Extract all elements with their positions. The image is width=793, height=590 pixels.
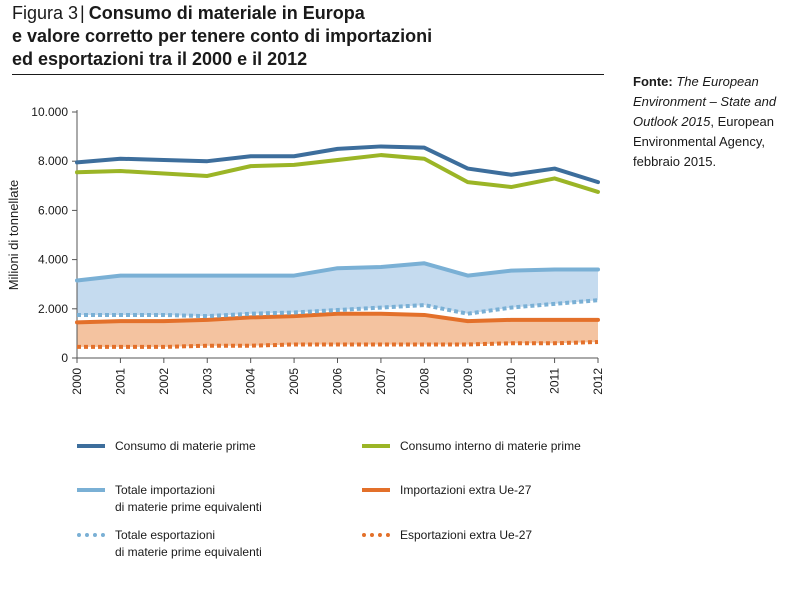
y-axis-label: Milioni di tonnellate [6, 180, 21, 291]
y-tick-label: 8.000 [38, 154, 68, 168]
legend-label: Consumo di materie prime [115, 438, 256, 455]
series-line-consumo-mp [75, 144, 600, 185]
x-tick-label: 2008 [417, 368, 431, 395]
legend-label-line: Totale importazioni [115, 483, 216, 497]
title-line-2: e valore corretto per tenere conto di im… [12, 26, 433, 46]
source-label: Fonte: [633, 74, 673, 89]
x-tick-label: 2001 [113, 368, 127, 395]
source-note: Fonte: The European Environment – State … [633, 72, 793, 172]
x-tick-label: 2000 [70, 368, 84, 395]
legend-label-line: di materie prime equivalenti [115, 500, 262, 514]
y-tick-label: 2.000 [38, 302, 68, 316]
legend-label-line: Totale esportazioni [115, 528, 216, 542]
title-rule [12, 74, 604, 75]
x-tick-label: 2012 [591, 368, 605, 395]
legend-label-line: Consumo di materie prime [115, 439, 256, 453]
legend-swatch [362, 444, 390, 448]
x-tick-label: 2010 [504, 368, 518, 395]
y-tick-label: 6.000 [38, 203, 68, 217]
line-chart: 0 2.000 4.000 6.000 8.000 10.000 2000 2001 2002 2… [6, 105, 605, 395]
legend-label-line: Consumo interno di materie prime [400, 439, 581, 453]
y-tick-label: 4.000 [38, 253, 68, 267]
legend-label-line: Esportazioni extra Ue-27 [400, 528, 533, 542]
x-tick-label: 2005 [287, 368, 301, 395]
x-tick-label: 2009 [461, 368, 475, 395]
x-tick-label: 2011 [548, 368, 562, 394]
legend-label-line: Importazioni extra Ue-27 [400, 483, 532, 497]
figure-label: Figura 3 [12, 3, 79, 23]
title-text-1: Consumo di materiale in Europa [88, 3, 365, 23]
x-tick-label: 2004 [244, 368, 258, 395]
legend-swatch [362, 488, 390, 492]
legend-swatch [77, 533, 105, 537]
legend-label: Esportazioni extra Ue-27 [400, 527, 532, 544]
title-line-3: ed esportazioni tra il 2000 e il 2012 [12, 49, 308, 69]
title-separator: | [80, 3, 85, 23]
x-tick-label: 2007 [374, 368, 388, 395]
y-tick-label: 10.000 [31, 105, 68, 119]
figure-title: Figura 3 | Consumo di materiale in Europa … [12, 2, 604, 71]
title-line-1: Figura 3 | Consumo di materiale in Europa [12, 2, 604, 25]
legend-swatch [362, 533, 390, 537]
legend-swatch [77, 444, 105, 448]
x-tick-label: 2002 [157, 368, 171, 395]
legend-label: Totale importazioni di materie prime equi… [115, 482, 262, 516]
y-tick-label: 0 [61, 351, 68, 365]
legend-label: Consumo interno di materie prime [400, 438, 581, 455]
x-tick-label: 2003 [200, 368, 214, 395]
x-tick-label: 2006 [331, 368, 345, 395]
legend-label-line: di materie prime equivalenti [115, 545, 262, 559]
source-title: The European Environment – State and Out… [633, 74, 777, 129]
legend-label: Importazioni extra Ue-27 [400, 482, 531, 499]
legend-swatch [77, 488, 105, 492]
source-rest: , European Environmental Agency, febbrai… [633, 114, 774, 169]
legend-label: Totale esportazioni di materie prime equi… [115, 527, 262, 561]
